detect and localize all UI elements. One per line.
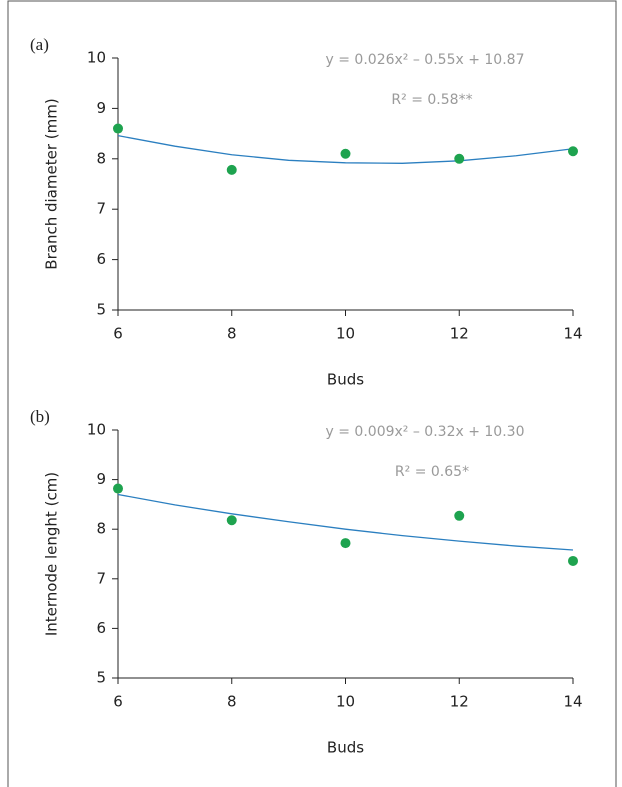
panel-label: (b): [30, 407, 50, 426]
x-tick-label: 8: [227, 693, 237, 711]
data-point: [340, 538, 351, 549]
fit-line: [117, 134, 574, 164]
equation: y = 0.026x² – 0.55x + 10.87: [326, 52, 525, 68]
y-axis-label: Branch diameter (mm): [43, 98, 61, 269]
data-point: [113, 123, 123, 134]
r-squared: R² = 0.58**: [391, 92, 472, 108]
y-axis-label: Internode lenght (cm): [43, 472, 61, 636]
y-tick-label: 6: [96, 619, 106, 637]
y-tick-label: 8: [96, 520, 106, 538]
y-tick-label: 9: [96, 470, 106, 488]
data-point: [226, 164, 237, 175]
x-tick-label: 6: [113, 325, 123, 343]
x-tick-label: 8: [227, 325, 237, 343]
x-tick-label: 12: [450, 693, 469, 711]
panel-label: (a): [30, 35, 49, 54]
x-axis-label: Buds: [327, 739, 364, 757]
data-point: [454, 510, 465, 521]
x-tick-label: 10: [336, 693, 355, 711]
data-point: [568, 555, 578, 566]
y-tick-label: 6: [96, 250, 106, 268]
y-tick-label: 7: [96, 200, 106, 218]
y-tick-label: 9: [96, 99, 106, 117]
data-point: [113, 483, 123, 494]
data-point: [454, 153, 465, 164]
y-tick-label: 5: [96, 301, 106, 319]
y-tick-label: 5: [96, 669, 106, 687]
y-tick-label: 7: [96, 569, 106, 587]
data-point: [340, 148, 351, 159]
r-squared: R² = 0.65*: [395, 464, 469, 480]
x-tick-label: 12: [450, 325, 469, 343]
x-tick-label: 14: [563, 693, 582, 711]
y-tick-label: 10: [87, 421, 106, 439]
x-axis-label: Buds: [327, 371, 364, 389]
x-tick-label: 10: [336, 325, 355, 343]
y-tick-label: 10: [87, 49, 106, 67]
y-tick-label: 8: [96, 149, 106, 167]
x-tick-label: 6: [113, 693, 123, 711]
x-tick-label: 14: [563, 325, 582, 343]
fit-line: [117, 493, 574, 551]
equation: y = 0.009x² – 0.32x + 10.30: [326, 424, 525, 440]
data-point: [226, 515, 237, 526]
frame: [7, 0, 617, 787]
data-point: [568, 146, 578, 157]
